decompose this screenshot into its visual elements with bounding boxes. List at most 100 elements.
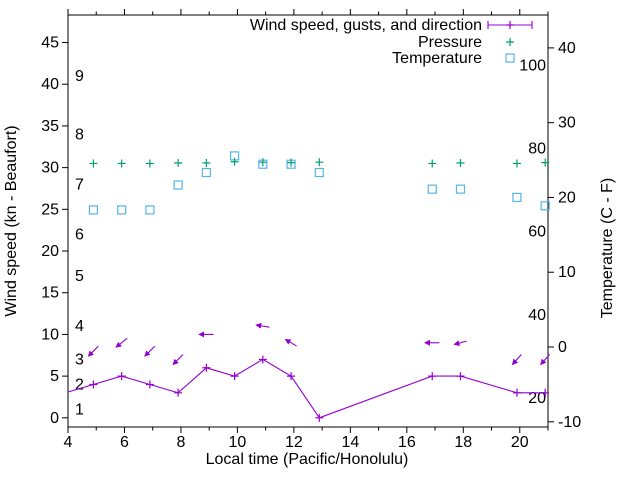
tick-label: 14	[341, 434, 359, 451]
tick-label: 0	[558, 339, 567, 356]
tick-label: 20	[558, 189, 576, 206]
beaufort-scale-labels: 1 2 3 4 5 6 7 8 9	[75, 68, 84, 419]
tick-label: 30	[558, 115, 576, 132]
square-marker	[117, 205, 127, 215]
wind-direction-arrow	[511, 354, 522, 366]
y-axis-right-title: Temperature (C - F)	[599, 178, 616, 318]
series-temperature	[88, 151, 550, 215]
square-marker	[314, 167, 324, 178]
tick-label: 40	[41, 76, 59, 93]
wind-direction-arrow	[453, 340, 467, 346]
tick-label: 20	[41, 243, 59, 260]
wind-speed-line	[67, 358, 546, 419]
square-marker	[201, 167, 211, 178]
wind-direction-arrow	[284, 338, 297, 347]
tick-label: 45	[41, 35, 59, 52]
tick-label: 8	[176, 434, 185, 451]
wind-direction-arrow	[255, 322, 270, 329]
plus-marker	[541, 158, 550, 167]
plus-marker	[89, 159, 98, 168]
plus-marker	[287, 158, 296, 167]
tick-label: 3	[75, 351, 84, 368]
tick-label: 20	[511, 434, 529, 451]
axes	[62, 9, 554, 433]
plus-marker	[428, 159, 437, 168]
square-marker	[512, 192, 522, 203]
tick-label: 25	[41, 201, 59, 218]
tick-label: 80	[528, 141, 546, 158]
tick-label: 2	[75, 376, 84, 393]
plus-marker	[315, 413, 324, 422]
tick-label: 6	[120, 434, 129, 451]
plus-marker	[145, 159, 154, 168]
plus-marker	[117, 159, 126, 168]
tick-label: 1	[75, 401, 84, 418]
fahrenheit-scale-labels: 20 40 60 80 100	[519, 58, 546, 407]
wind-direction-arrow	[540, 354, 550, 366]
tick-label: 5	[75, 268, 84, 285]
axis-tick-labels: 4 6 8 10 12 14 16 18 20051015202530354045-100102…	[41, 35, 581, 451]
plus-marker	[258, 158, 267, 167]
plus-marker	[202, 159, 211, 168]
tick-label: 10	[41, 326, 59, 343]
legend-samples	[487, 21, 533, 63]
plot-border	[67, 14, 549, 428]
plus-marker	[287, 372, 296, 381]
plus-marker	[456, 159, 465, 168]
tick-label: 100	[519, 58, 546, 75]
tick-label: 35	[41, 118, 59, 135]
tick-label: 15	[41, 285, 59, 302]
wind-direction-arrow	[115, 337, 128, 348]
plus-marker	[506, 38, 514, 46]
tick-label: 9	[75, 68, 84, 85]
plus-marker	[89, 380, 98, 389]
tick-label: 30	[41, 160, 59, 177]
tick-label: 16	[398, 434, 416, 451]
plus-marker	[174, 388, 183, 397]
wind-direction-arrow	[87, 345, 99, 357]
plus-marker	[202, 363, 211, 372]
square-marker	[427, 184, 437, 194]
square-marker	[540, 201, 550, 211]
square-marker	[88, 205, 99, 215]
tick-label: 8	[75, 126, 84, 143]
plus-marker	[258, 355, 267, 364]
tick-label: 60	[528, 224, 546, 241]
plus-marker	[541, 388, 550, 397]
y-axis-left-title: Wind speed (kn - Beaufort)	[3, 125, 20, 316]
series-wind-speed	[67, 355, 550, 422]
tick-label: 12	[285, 434, 303, 451]
tick-label: 4	[75, 318, 84, 335]
tick-label: 20	[528, 390, 546, 407]
tick-label: 0	[50, 410, 59, 427]
tick-label: 4	[64, 434, 73, 451]
legend-label-wind: Wind speed, gusts, and direction	[250, 17, 482, 34]
tick-label: 6	[75, 226, 84, 243]
plus-marker	[428, 372, 437, 381]
plus-marker	[512, 159, 521, 168]
plot-area: 4 6 8 10 12 14 16 18 20051015202530354045-100102…	[41, 9, 581, 451]
tick-label: 5	[50, 368, 59, 385]
tick-label: 40	[528, 307, 546, 324]
series-pressure	[89, 157, 550, 168]
legend-label-pressure: Pressure	[418, 34, 482, 51]
wind-direction-arrow	[144, 345, 156, 357]
plus-marker	[230, 157, 239, 166]
plus-marker	[315, 158, 324, 167]
plus-marker	[145, 380, 154, 389]
tick-label: 18	[454, 434, 472, 451]
plus-marker	[174, 159, 183, 168]
x-axis-title: Local time (Pacific/Honolulu)	[206, 451, 409, 468]
square-marker	[173, 180, 183, 190]
legend-label-temperature: Temperature	[392, 50, 482, 67]
square-marker	[505, 53, 515, 63]
wind-direction-arrow	[172, 354, 184, 366]
tick-label: 10	[558, 264, 576, 281]
series-wind-direction-arrows	[87, 322, 550, 366]
square-marker	[455, 184, 466, 194]
tick-label: 10	[229, 434, 247, 451]
tick-label: 40	[558, 40, 576, 57]
tick-label: 7	[75, 176, 84, 193]
